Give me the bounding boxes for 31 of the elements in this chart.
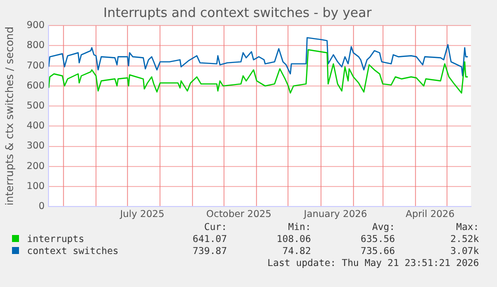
- text: 3.07k: [449, 246, 479, 258]
- text: 635.56: [360, 234, 395, 246]
- x-tick-label: April 2026: [406, 208, 454, 220]
- y-tick-label: 600: [26, 80, 45, 92]
- y-tick-label: 900: [26, 20, 45, 32]
- y-tick-label: 200: [26, 160, 45, 172]
- text: 641.07: [192, 234, 227, 246]
- legend-label: interrupts: [26, 234, 86, 246]
- chart-title: Interrupts and context switches - by year: [103, 6, 372, 22]
- legend-label: context switches: [26, 246, 120, 258]
- text: Max:: [455, 222, 479, 234]
- y-tick-label: 800: [26, 40, 45, 52]
- y-tick-label: 100: [26, 180, 45, 192]
- y-tick-label: 300: [26, 140, 45, 152]
- x-tick-label: October 2025: [206, 208, 272, 220]
- y-tick-label: 500: [26, 100, 45, 112]
- y-tick-label: 0: [38, 201, 45, 212]
- text: Cur:: [203, 222, 227, 234]
- text: Avg:: [371, 222, 395, 234]
- text: 739.87: [192, 246, 227, 258]
- y-axis-title: interrupts & ctx switches / second: [4, 26, 16, 206]
- text: Min:: [287, 222, 311, 234]
- x-tick-label: July 2025: [119, 208, 164, 220]
- text: 74.82: [281, 246, 311, 258]
- text: 108.06: [276, 234, 311, 246]
- y-tick-label: 700: [26, 60, 45, 72]
- y-tick-label: 400: [26, 120, 45, 132]
- text: 2.52k: [449, 234, 479, 246]
- x-tick-label: January 2026: [302, 208, 368, 220]
- text: Last update: Thu May 21 23:51:21 2026: [266, 258, 479, 270]
- text: 735.66: [360, 246, 395, 258]
